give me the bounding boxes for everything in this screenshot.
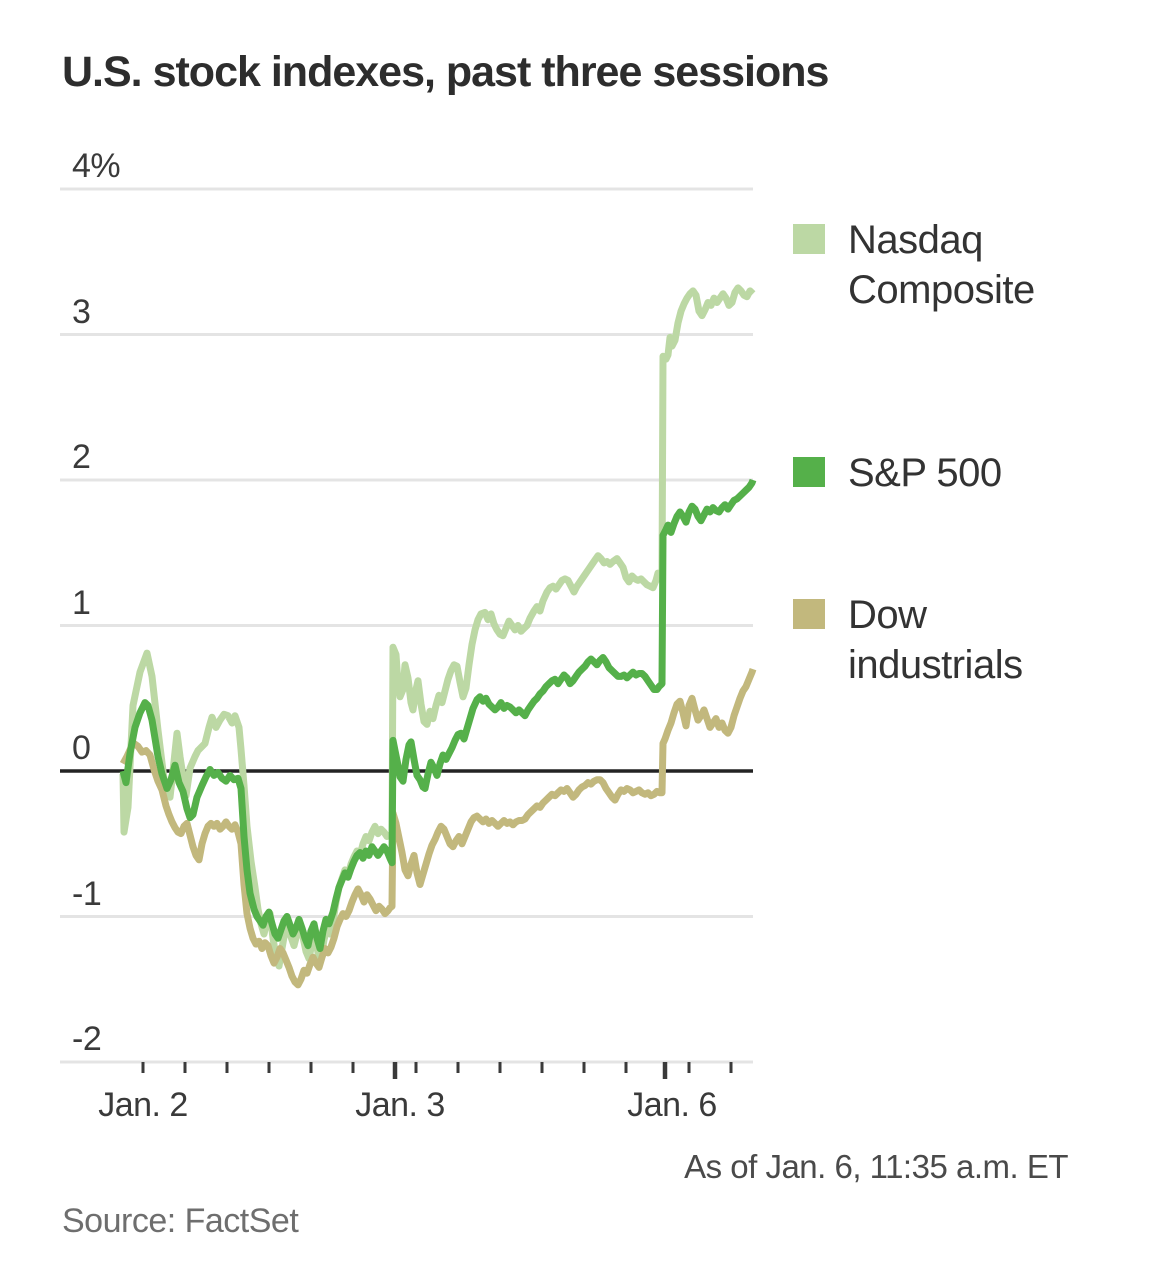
chart-title: U.S. stock indexes, past three sessions [62, 48, 829, 96]
x-axis-label-jan2: Jan. 2 [98, 1086, 188, 1124]
nasdaq-composite-swatch-icon [793, 224, 825, 254]
sp500-swatch-icon [793, 457, 825, 487]
legend-item-nasdaq-composite: Nasdaq Composite [793, 215, 1088, 315]
y-axis-label-1: 1 [72, 583, 91, 622]
legend-label-dow-industrials: Dow industrials [848, 593, 1023, 687]
as-of-timestamp: As of Jan. 6, 11:35 a.m. ET [684, 1148, 1068, 1185]
dow-industrials-swatch-icon [793, 599, 825, 629]
legend-label-nasdaq-composite: Nasdaq Composite [848, 218, 1035, 312]
y-axis-label-0: 0 [72, 729, 91, 767]
x-axis-label-jan3: Jan. 3 [355, 1086, 445, 1124]
y-axis-label--2: -2 [72, 1020, 102, 1058]
y-axis-label-2: 2 [72, 438, 91, 476]
y-axis-label-3: 3 [72, 292, 91, 331]
series-line-dow-industrials [119, 667, 757, 989]
y-axis-label-4pct: 4% [72, 147, 121, 185]
series-line-s-p-500 [119, 478, 757, 952]
legend-label-sp500: S&P 500 [848, 451, 1002, 495]
legend-item-sp500: S&P 500 [793, 448, 1088, 498]
y-axis-label--1: -1 [72, 874, 102, 913]
legend-item-dow-industrials: Dow industrials [793, 590, 1088, 690]
x-axis-label-jan6: Jan. 6 [627, 1086, 717, 1124]
source-attribution: Source: FactSet [62, 1202, 299, 1240]
series-line-nasdaq-composite [119, 284, 756, 970]
